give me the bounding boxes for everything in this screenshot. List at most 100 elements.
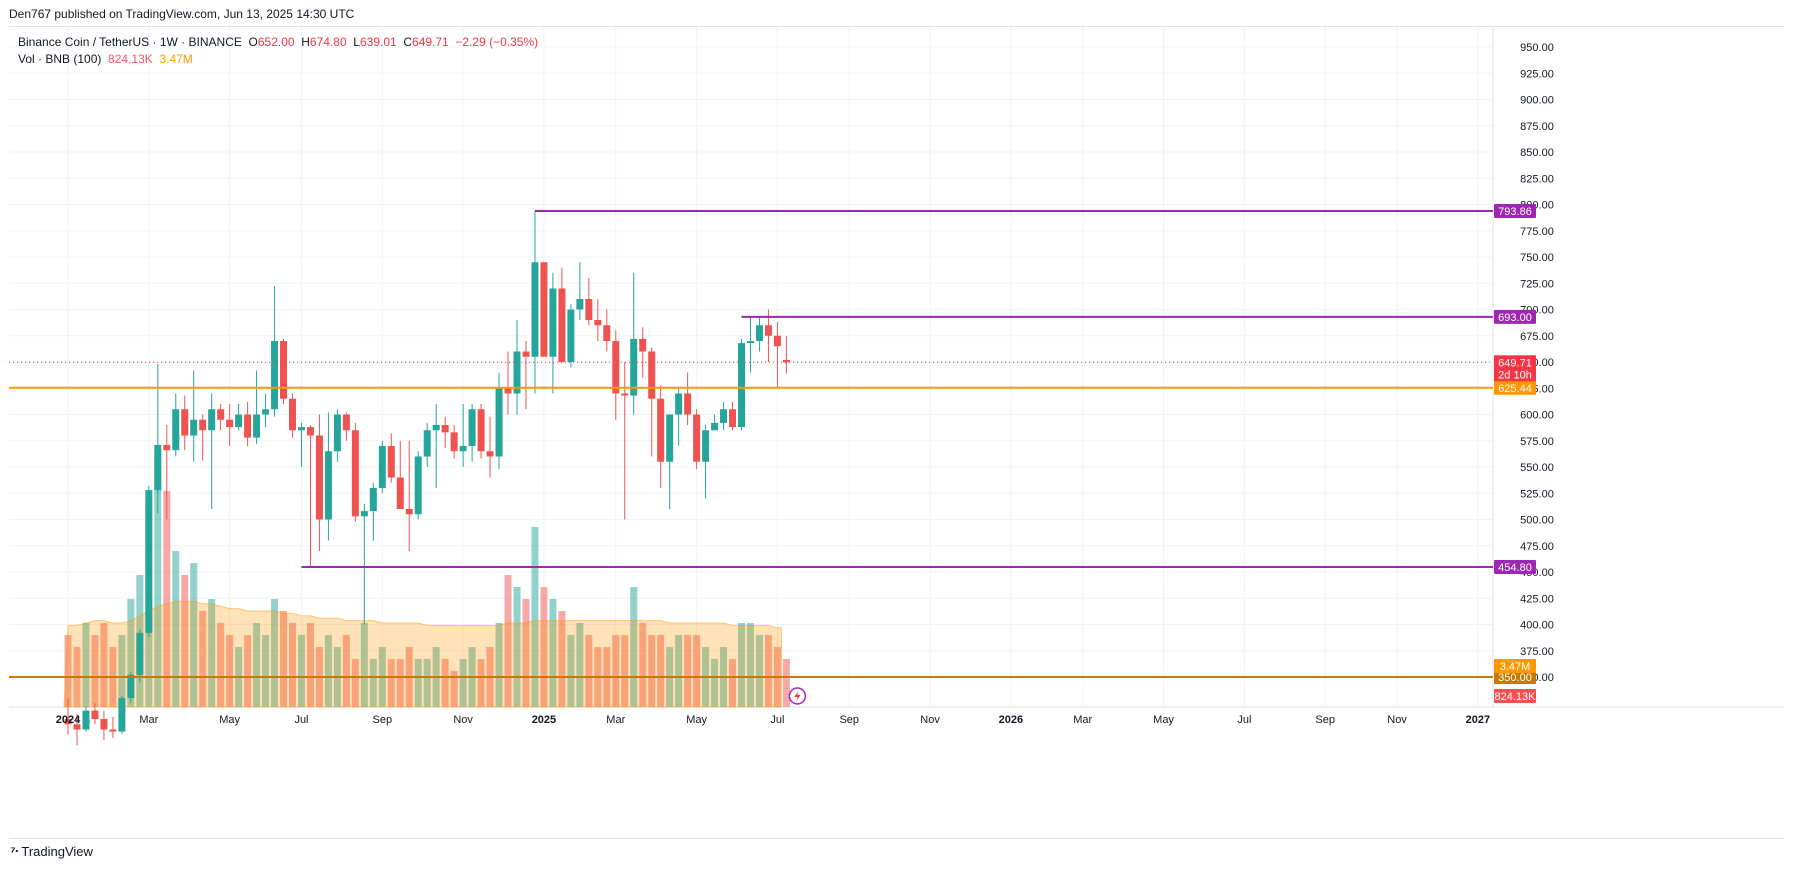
level-tag: 454.80 xyxy=(1494,559,1536,574)
candle-body xyxy=(486,451,494,457)
price-chart[interactable]: 950.00925.00900.00875.00850.00825.00800.… xyxy=(9,27,1784,838)
time-tick-label: Mar xyxy=(139,714,158,726)
candle xyxy=(351,422,359,522)
candle xyxy=(540,262,548,357)
candle xyxy=(333,409,341,462)
tradingview-logo-icon: ⁷ᐧ xyxy=(10,843,18,859)
candle-body xyxy=(576,299,584,310)
candle xyxy=(360,503,368,625)
candle xyxy=(666,414,674,509)
candle xyxy=(764,309,772,362)
symbol-title[interactable]: Binance Coin / TetherUS · 1W · BINANCE xyxy=(18,35,242,49)
candle-body xyxy=(711,422,719,431)
candle-body xyxy=(738,343,745,428)
volume-bar xyxy=(513,587,521,707)
candle xyxy=(378,440,386,494)
candle-body xyxy=(64,719,72,725)
level-tag-text: 454.80 xyxy=(1498,562,1532,574)
candle xyxy=(441,416,449,449)
change-value: −2.29 (−0.35%) xyxy=(455,35,539,49)
level-tag-text: 793.86 xyxy=(1498,206,1532,218)
tradingview-brand[interactable]: ⁷ᐧ TradingView xyxy=(10,843,93,860)
volume-ma-tag-text: 3.47M xyxy=(1500,661,1531,673)
level-tag-bg xyxy=(1494,670,1536,684)
volume-bar xyxy=(738,623,745,707)
volume-bar xyxy=(190,563,198,707)
candle xyxy=(396,440,404,509)
level-tag-text: 350.00 xyxy=(1498,672,1532,684)
volume-bar xyxy=(755,635,763,707)
candle xyxy=(100,710,108,740)
lightning-icon-bolt xyxy=(794,691,801,701)
candle-body xyxy=(100,719,108,730)
candle-body xyxy=(531,262,539,357)
candle xyxy=(342,412,350,441)
candle xyxy=(675,388,683,446)
candle-body xyxy=(450,432,458,452)
level-tag-bg xyxy=(1494,203,1536,218)
publisher-line: Den767 published on TradingView.com, Jun… xyxy=(9,7,355,21)
price-tick-label: 600.00 xyxy=(1520,410,1554,422)
candle-body xyxy=(513,351,521,394)
candle xyxy=(711,414,719,431)
price-tick-label: 850.00 xyxy=(1520,147,1554,159)
candle-body xyxy=(675,393,683,415)
candle xyxy=(522,341,530,410)
volume-bar xyxy=(612,635,620,707)
time-tick-label: Jul xyxy=(294,714,308,726)
lightning-icon[interactable] xyxy=(788,687,807,705)
time-tick-label: Nov xyxy=(453,714,473,726)
candle-body xyxy=(764,325,772,336)
candle xyxy=(217,404,225,431)
candle xyxy=(253,370,261,444)
candle xyxy=(729,401,737,431)
high-value: 674.80 xyxy=(309,35,347,49)
candle-body xyxy=(782,359,790,363)
volume-bar xyxy=(154,455,162,707)
chart-area[interactable]: 950.00 925.00 900.00 875.00 850.00 825.00 800.… xyxy=(9,26,1784,839)
candles xyxy=(64,210,790,746)
level-tag-text: 625.44 xyxy=(1498,383,1532,395)
candle xyxy=(271,286,279,417)
candle xyxy=(630,272,638,415)
ohlc-legend-row: Binance Coin / TetherUS · 1W · BINANCE O… xyxy=(18,34,538,51)
candle-body xyxy=(441,425,449,433)
volume-tag-bg xyxy=(1494,689,1536,703)
volume-bar xyxy=(684,635,692,707)
candle-body xyxy=(594,320,602,326)
volume-bar xyxy=(495,623,503,707)
candle xyxy=(432,404,440,488)
volume-bar xyxy=(163,491,171,707)
volume-bar xyxy=(459,659,467,707)
horizontal-levels xyxy=(9,209,1493,678)
volume-bar xyxy=(414,659,422,707)
high-label: H xyxy=(301,35,310,49)
candle xyxy=(315,414,323,551)
open-value: 652.00 xyxy=(257,35,295,49)
level-tag: 350.00 xyxy=(1494,670,1536,684)
time-tick-label: Jul xyxy=(770,714,784,726)
candle xyxy=(73,713,81,746)
candle xyxy=(280,338,288,404)
candle-body xyxy=(468,409,476,446)
volume-bar xyxy=(576,623,584,707)
candle xyxy=(486,416,494,478)
bar-countdown: 2d 10h xyxy=(1498,369,1532,381)
volume-bar xyxy=(244,635,252,707)
volume-label[interactable]: Vol · BNB (100) xyxy=(18,52,102,66)
volume-bar xyxy=(262,635,270,707)
candle-body xyxy=(396,477,404,509)
candle-body xyxy=(163,444,171,451)
candle xyxy=(513,320,521,415)
level-tag-bg xyxy=(1494,559,1536,574)
candle-body xyxy=(324,451,332,520)
candle-body xyxy=(378,446,386,488)
candle-body xyxy=(477,409,485,452)
price-tick-label: 525.00 xyxy=(1520,488,1554,500)
volume-bar xyxy=(477,659,485,707)
level-tag: 625.44 xyxy=(1494,380,1536,395)
candle-body xyxy=(459,446,467,452)
volume-bar xyxy=(657,635,665,707)
candle xyxy=(172,393,180,457)
